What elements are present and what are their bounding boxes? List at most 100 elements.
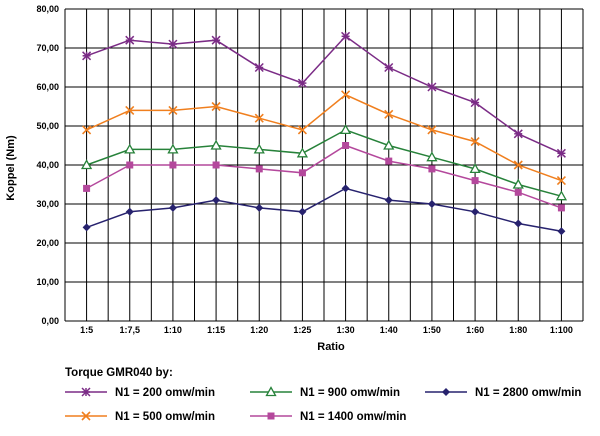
- legend-marker: [265, 386, 277, 397]
- series-line: [86, 35, 562, 154]
- legend-item: N1 = 500 omw/min: [65, 411, 215, 423]
- data-point: [254, 113, 264, 123]
- x-tick-label: 1:10: [164, 325, 182, 335]
- y-tick-label: 40,00: [36, 160, 59, 170]
- data-point: [469, 163, 481, 174]
- data-point: [555, 190, 568, 201]
- data-point: [514, 219, 523, 228]
- data-point: [384, 62, 394, 73]
- x-tick-label: 1:25: [293, 325, 311, 335]
- legend-marker: [81, 387, 91, 397]
- y-tick-label: 50,00: [36, 121, 59, 131]
- data-point: [296, 147, 309, 158]
- data-point: [297, 78, 307, 88]
- legend-label: N1 = 200 omw/min: [115, 387, 215, 399]
- data-point: [126, 161, 134, 169]
- data-point: [211, 101, 221, 112]
- x-tick-label: 1:50: [423, 325, 441, 335]
- data-point: [427, 200, 436, 208]
- data-point: [255, 165, 263, 173]
- data-point: [168, 39, 178, 49]
- legend-marker: [81, 411, 91, 421]
- data-point: [427, 125, 437, 135]
- x-tick-label: 1:20: [250, 325, 268, 335]
- legend-item: N1 = 2800 omw/min: [425, 387, 581, 399]
- data-point: [211, 35, 221, 45]
- legend-item: N1 = 200 omw/min: [65, 387, 215, 399]
- series-line: [86, 187, 562, 233]
- data-point: [471, 207, 480, 216]
- data-point: [210, 139, 222, 150]
- series-3: [80, 124, 568, 201]
- x-tick-label: 1:80: [509, 325, 527, 335]
- y-tick-label: 60,00: [36, 82, 59, 92]
- legend-item: N1 = 900 omw/min: [250, 386, 400, 399]
- data-point: [82, 223, 91, 232]
- x-tick-label: 1:7,5: [119, 325, 140, 335]
- x-tick-label: 1:60: [466, 325, 484, 335]
- data-point: [384, 196, 393, 205]
- legend-marker: [267, 412, 275, 420]
- data-point: [512, 178, 524, 189]
- data-point: [83, 184, 91, 192]
- legend-label: N1 = 900 omw/min: [300, 387, 400, 399]
- data-point: [514, 188, 522, 196]
- legend-label: N1 = 1400 omw/min: [300, 411, 406, 423]
- series-2: [82, 90, 566, 186]
- x-axis-ticks: 1:5 1:7,5 1:10 1:15 1:20 1:25 1:30 1:40 1:50 1:60…: [80, 325, 573, 335]
- data-point: [342, 142, 350, 149]
- data-point: [427, 82, 437, 92]
- data-point: [471, 177, 479, 185]
- y-tick-label: 0,00: [41, 316, 59, 326]
- y-tick-label: 20,00: [36, 238, 59, 248]
- series-line: [86, 144, 562, 209]
- legend-item: N1 = 1400 omw/min: [250, 411, 406, 423]
- data-point: [384, 109, 394, 119]
- series-5: [82, 184, 566, 236]
- data-point: [557, 227, 566, 236]
- data-point: [124, 143, 136, 154]
- series-line: [86, 129, 562, 197]
- data-point: [80, 159, 93, 170]
- data-point: [428, 165, 436, 173]
- data-point: [168, 203, 177, 212]
- y-tick-label: 10,00: [36, 277, 59, 287]
- chart-series: [80, 31, 568, 236]
- data-point: [298, 207, 307, 216]
- data-point: [167, 143, 179, 154]
- data-point: [82, 51, 92, 61]
- data-point: [383, 139, 395, 150]
- data-point: [341, 184, 350, 193]
- data-point: [212, 196, 221, 205]
- legend-label: N1 = 500 omw/min: [115, 411, 215, 423]
- x-tick-label: 1:15: [207, 325, 225, 335]
- legend-label: N1 = 2800 omw/min: [475, 387, 581, 399]
- data-point: [82, 125, 92, 135]
- data-point: [125, 105, 135, 115]
- data-point: [212, 161, 220, 169]
- chart-legend: Torque GMR040 by: N1 = 200 omw/min N1 = 5…: [65, 367, 581, 423]
- x-tick-label: 1:100: [550, 325, 573, 335]
- data-point: [254, 62, 264, 73]
- data-point: [297, 125, 307, 135]
- series-line: [86, 93, 562, 182]
- series-1: [82, 31, 566, 158]
- y-axis-title: Koppel (Nm): [5, 135, 17, 201]
- data-point: [341, 90, 351, 100]
- data-point: [341, 31, 351, 41]
- data-point: [557, 204, 565, 212]
- data-point: [253, 143, 265, 154]
- x-tick-label: 1:40: [380, 325, 398, 335]
- series-4: [83, 142, 565, 212]
- x-axis-title: Ratio: [317, 341, 345, 353]
- data-point: [513, 129, 523, 139]
- y-tick-label: 30,00: [36, 199, 59, 209]
- data-point: [426, 151, 438, 162]
- y-tick-label: 70,00: [36, 43, 59, 53]
- y-tick-label: 80,00: [36, 4, 59, 14]
- data-point: [125, 35, 135, 45]
- legend-marker: [442, 388, 450, 396]
- data-point: [556, 148, 566, 158]
- data-point: [168, 105, 178, 115]
